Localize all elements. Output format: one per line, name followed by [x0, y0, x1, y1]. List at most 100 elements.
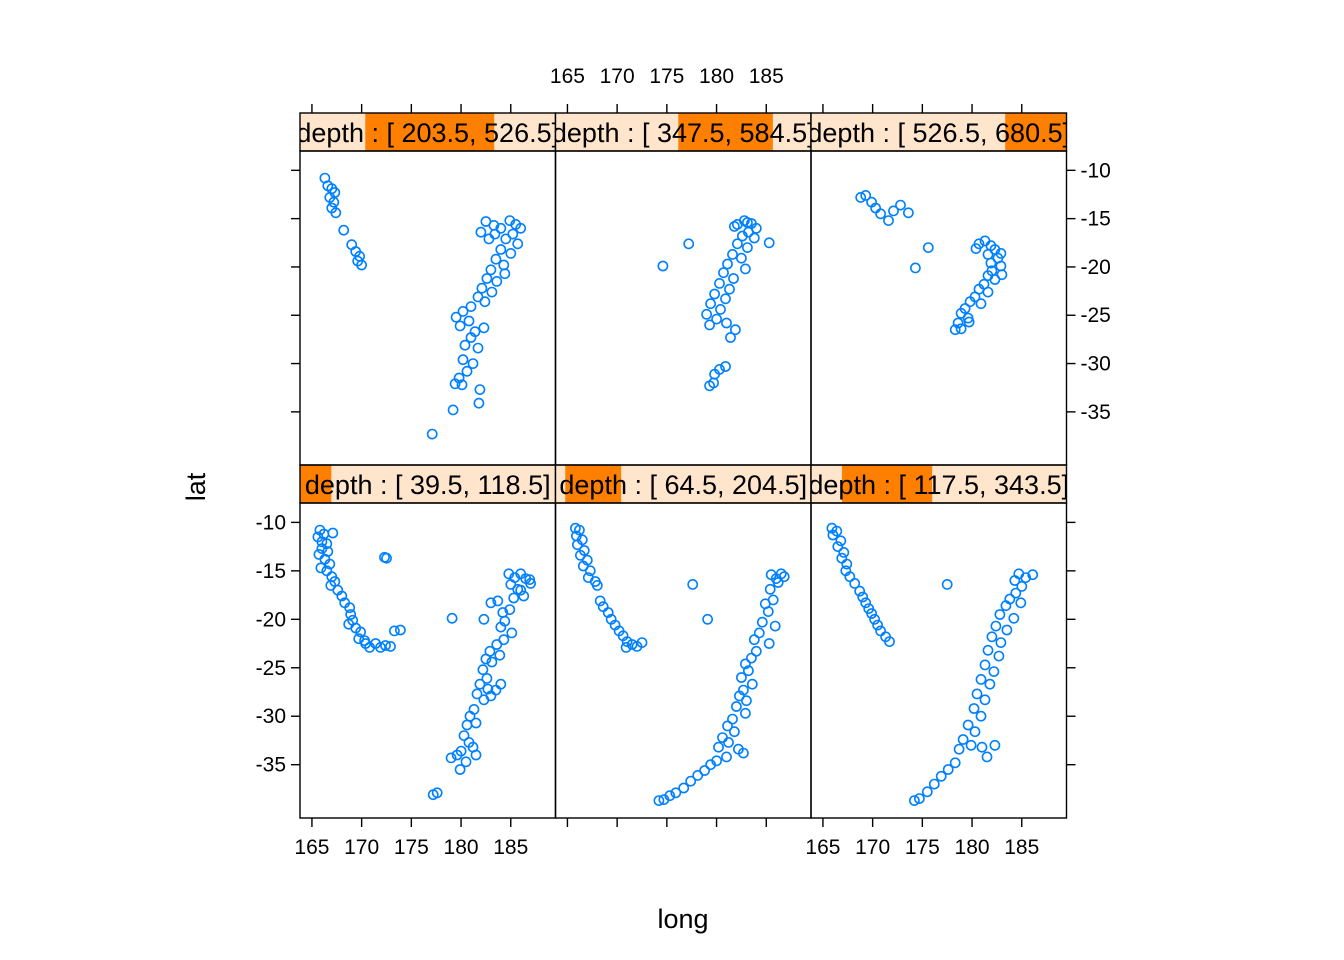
data-point: [506, 627, 518, 639]
data-point: [728, 273, 739, 284]
data-point: [976, 741, 988, 753]
data-point: [895, 199, 906, 211]
strip-level-indicator: [565, 465, 622, 503]
data-point: [512, 238, 524, 250]
strip-panel-5: depth : [ 347.5, 584.5]: [555, 113, 811, 151]
data-point: [454, 320, 466, 332]
data-point: [957, 734, 969, 745]
data-point: [508, 592, 520, 604]
data-point: [903, 207, 914, 219]
data-point: [866, 608, 877, 619]
data-point: [1009, 575, 1021, 586]
data-point: [860, 189, 872, 201]
data-point: [344, 602, 356, 614]
panel-points-6: [855, 189, 1008, 336]
data-point: [394, 624, 406, 636]
data-point: [683, 238, 695, 250]
data-point: [979, 694, 991, 706]
data-point: [489, 228, 501, 240]
strip-level-indicator: [678, 113, 773, 151]
panel-points-5: [657, 215, 775, 392]
data-point: [467, 358, 479, 369]
data-point: [572, 539, 583, 551]
data-point: [720, 293, 731, 305]
data-point: [860, 597, 872, 609]
data-point: [1020, 572, 1032, 583]
data-point: [838, 547, 850, 558]
data-point: [330, 207, 342, 219]
data-point: [472, 342, 484, 354]
data-point: [456, 379, 468, 391]
data-point: [594, 595, 606, 607]
y-tick-label-right: -10: [1081, 159, 1111, 182]
data-point: [505, 579, 517, 590]
y-tick-label-left: -30: [256, 705, 286, 728]
data-point: [1010, 587, 1022, 599]
x-tick-label-bottom: 165: [294, 836, 329, 859]
data-point: [485, 597, 497, 609]
data-point: [725, 332, 736, 343]
data-point: [995, 260, 1007, 272]
x-tick-label-top: 180: [699, 65, 734, 88]
data-point: [869, 613, 880, 625]
data-point: [740, 263, 751, 275]
data-point: [1027, 569, 1039, 581]
data-point: [763, 237, 775, 249]
data-point: [685, 775, 697, 787]
data-point: [748, 634, 760, 646]
data-point: [769, 620, 781, 632]
data-point: [952, 317, 964, 329]
data-point: [721, 317, 732, 329]
data-point: [524, 574, 536, 585]
data-point: [740, 707, 751, 719]
data-point: [345, 609, 357, 620]
data-point: [963, 316, 975, 328]
x-tick-label-bottom: 165: [805, 836, 840, 859]
strip-panel-2: depth : [ 64.5, 204.5]: [555, 465, 811, 503]
data-point: [461, 365, 473, 377]
data-point: [704, 380, 715, 392]
panel-box-4: [299, 150, 557, 466]
panel-points-2: [570, 522, 790, 806]
data-point: [883, 215, 894, 226]
data-point: [888, 205, 899, 217]
x-tick-label-top: 185: [749, 65, 784, 88]
data-point: [494, 649, 506, 661]
data-point: [772, 577, 784, 588]
data-point: [975, 298, 987, 310]
y-tick-label-right: -35: [1081, 401, 1111, 424]
data-point: [715, 303, 726, 315]
data-point: [574, 524, 585, 536]
x-tick-label-top: 165: [550, 65, 585, 88]
data-point: [854, 585, 866, 597]
data-point: [984, 678, 996, 690]
data-point: [909, 795, 920, 806]
data-point: [729, 220, 740, 232]
data-point: [591, 580, 603, 591]
data-point: [949, 324, 961, 336]
data-point: [742, 242, 753, 253]
data-point: [832, 541, 844, 552]
data-point: [741, 695, 752, 707]
data-point: [935, 770, 947, 782]
data-point: [495, 678, 507, 690]
data-point: [964, 296, 976, 308]
panel-strips: depth : [ 39.5, 118.5] depth : [ 64.5, 20…: [299, 112, 1068, 504]
strip-panel-3: depth : [ 117.5, 343.5]: [811, 465, 1067, 503]
data-point: [985, 257, 997, 269]
data-point: [705, 759, 716, 771]
data-point: [338, 224, 350, 236]
data-point: [994, 609, 1006, 620]
x-tick-label-bottom: 180: [955, 836, 990, 859]
data-point: [475, 226, 487, 238]
y-axis-label: lat: [181, 472, 211, 501]
data-point: [884, 636, 895, 647]
data-point: [381, 552, 392, 564]
data-point: [490, 253, 502, 265]
data-point: [746, 652, 757, 664]
data-point: [1001, 624, 1013, 636]
data-point: [730, 324, 741, 336]
y-tick-label-right: -25: [1081, 304, 1111, 327]
data-point: [316, 543, 328, 554]
